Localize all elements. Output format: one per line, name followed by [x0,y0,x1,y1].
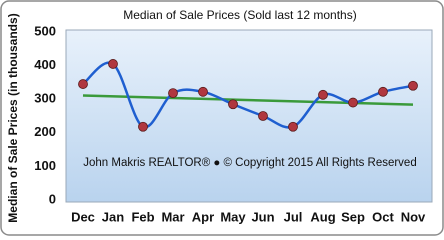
data-point [228,99,238,110]
data-point [78,79,88,89]
y-axis-label: Median of Sale Prices (in thousands) [6,13,20,222]
x-tick-label: Dec [71,209,95,224]
x-tick-label: Jun [251,209,274,224]
data-point [288,121,298,132]
x-tick-label: Sep [341,209,365,224]
y-tick-label: 100 [34,158,56,173]
y-tick-label: 200 [34,124,56,139]
x-tick-label: Apr [192,209,214,224]
x-tick-label: May [220,209,246,224]
data-point [258,111,268,121]
annotation: John Makris REALTOR® ● © Copyright 2015 … [83,157,416,169]
data-point [108,59,118,69]
x-tick-label: Jan [102,209,124,224]
x-tick-label: Oct [372,209,394,224]
data-point [168,88,178,99]
y-tick-label: 500 [34,23,56,38]
data-point [348,97,358,108]
trend-line [82,94,414,106]
data-point [378,86,388,97]
data-point [198,86,208,97]
x-tick-label: Feb [131,209,154,224]
y-tick-label: 0 [49,191,56,206]
plot-area [65,29,433,203]
x-tick-label: Mar [161,209,184,224]
x-tick-label: Nov [401,209,426,224]
chart-title: Median of Sale Prices (Sold last 12 mont… [123,8,356,22]
x-tick-label: Jul [284,209,303,224]
data-point [408,80,418,91]
data-point [138,121,148,132]
y-tick-label: 300 [34,91,56,106]
data-point [318,89,328,100]
y-tick-label: 400 [34,57,56,72]
x-tick-label: Aug [310,209,335,224]
